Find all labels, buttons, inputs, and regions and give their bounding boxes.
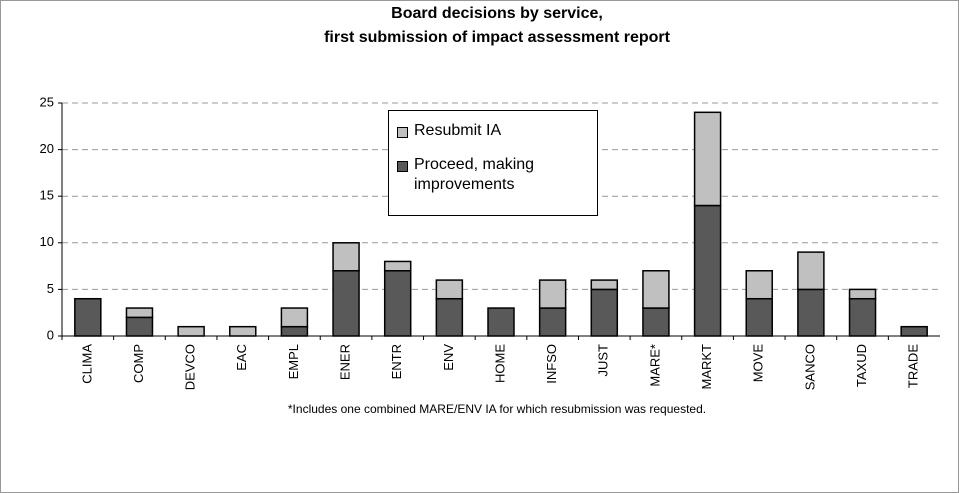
x-tick-label: MARKT: [699, 344, 714, 390]
y-tick-label: 20: [40, 141, 54, 156]
x-tick-label: MOVE: [751, 344, 766, 383]
bar-segment: [590, 288, 619, 337]
bar-segment: [435, 297, 464, 337]
legend: Resubmit IA Proceed, making improvements: [388, 110, 598, 216]
x-tick-label: ENV: [441, 344, 456, 371]
x-tick-label: DEVCO: [183, 344, 198, 390]
bar-segment: [848, 288, 877, 300]
bar-segment: [383, 270, 412, 337]
chart-title: Board decisions by service,: [391, 5, 603, 22]
bar-segment: [797, 251, 825, 291]
legend-swatch: [397, 161, 408, 172]
legend-swatch: [397, 127, 408, 138]
bar-segment: [125, 307, 154, 319]
bar-segment: [538, 307, 567, 337]
bar-segment: [642, 270, 670, 309]
bar-segment: [435, 279, 464, 300]
chart-title: first submission of impact assessment re…: [324, 29, 671, 46]
x-tick-label: SANCO: [802, 344, 817, 390]
legend-label: Resubmit IA: [414, 122, 502, 139]
bar-segment: [332, 270, 360, 337]
bar-segment: [848, 297, 877, 337]
bar-segment: [125, 316, 154, 337]
bar-segment: [745, 297, 773, 337]
x-tick-label: JUST: [596, 344, 611, 377]
bar-segment: [229, 325, 257, 337]
bar-segment: [487, 307, 515, 337]
bar-segment: [332, 242, 360, 272]
bar-segment: [745, 270, 773, 300]
bar-segment: [693, 204, 722, 337]
x-tick-label: CLIMA: [79, 344, 94, 384]
x-tick-label: TRADE: [906, 344, 921, 388]
x-tick-label: EAC: [234, 344, 249, 371]
y-tick-label: 25: [40, 94, 54, 109]
bar-segment: [693, 111, 722, 207]
y-tick-label: 0: [47, 327, 54, 342]
bar-segment: [383, 260, 412, 272]
x-tick-label: EMPL: [286, 344, 301, 379]
footnote: *Includes one combined MARE/ENV IA for w…: [288, 402, 706, 416]
y-tick-label: 10: [40, 234, 54, 249]
bar-segment: [900, 325, 928, 337]
bar-segment: [177, 325, 205, 337]
y-tick-label: 5: [47, 281, 54, 296]
x-tick-label: ENER: [337, 344, 352, 380]
bar-segment: [538, 279, 567, 309]
bar-segment: [590, 279, 619, 291]
bar-segment: [797, 288, 825, 337]
x-tick-label: MARE*: [647, 344, 662, 387]
bar-segment: [280, 325, 309, 337]
legend-item: Proceed, making improvements: [397, 155, 589, 195]
legend-item: Resubmit IA: [397, 121, 589, 141]
bar-segment: [74, 297, 102, 337]
y-tick-label: 15: [40, 188, 54, 203]
x-tick-label: TAXUD: [854, 344, 869, 387]
bar-segment: [280, 307, 309, 328]
bar-segment: [642, 307, 670, 337]
x-tick-label: HOME: [492, 344, 507, 383]
x-tick-label: COMP: [131, 344, 146, 383]
legend-label: Proceed, making improvements: [414, 156, 535, 193]
x-tick-label: INFSO: [544, 344, 559, 384]
x-tick-label: ENTR: [389, 344, 404, 379]
